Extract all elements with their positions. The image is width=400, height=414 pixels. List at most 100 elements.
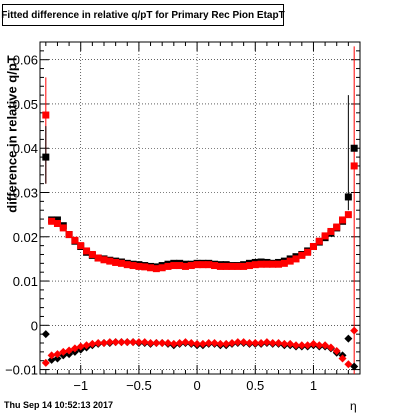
red-diamond-marker: [309, 339, 318, 348]
red-square-marker: [263, 260, 271, 268]
red-diamond-marker: [228, 339, 236, 348]
red-square-marker: [245, 262, 253, 270]
red-diamond-marker: [216, 339, 225, 348]
red-diamond-marker: [338, 354, 347, 363]
y-tick-label: −0.01: [5, 363, 38, 378]
red-square-marker: [321, 232, 329, 240]
red-square-marker: [216, 262, 224, 270]
red-diamond-marker: [262, 338, 271, 347]
red-diamond-marker: [326, 343, 335, 352]
red-square-marker: [100, 256, 108, 264]
red-diamond-marker: [297, 341, 306, 350]
red-diamond-marker: [198, 339, 207, 348]
red-square-marker: [48, 217, 56, 225]
red-square-marker: [286, 257, 294, 265]
red-square-marker: [315, 237, 323, 245]
x-tick-label: 1: [310, 378, 317, 393]
red-square-marker: [83, 247, 91, 255]
red-diamond-marker: [251, 339, 260, 348]
timestamp-footer: Thu Sep 14 10:52:13 2017: [4, 400, 114, 410]
y-tick-label: 0.04: [13, 141, 38, 156]
red-diamond-marker: [332, 346, 341, 355]
red-square-marker: [193, 261, 201, 269]
red-square-marker: [222, 262, 230, 270]
red-square-marker: [152, 265, 160, 273]
red-diamond-marker: [70, 344, 79, 353]
black-diamond-marker: [53, 354, 62, 363]
red-square-marker: [135, 262, 143, 270]
grid-lines: [40, 42, 360, 374]
red-square-marker: [327, 227, 335, 235]
chart-title: Fitted difference in relative q/pT for P…: [1, 9, 285, 21]
red-diamond-marker: [181, 338, 190, 347]
red-diamond-marker: [222, 339, 231, 348]
red-diamond-marker: [321, 341, 330, 350]
x-tick-label: −0.5: [126, 378, 152, 393]
red-square-marker: [71, 236, 79, 244]
red-diamond-marker: [292, 341, 300, 350]
red-square-marker: [251, 261, 259, 269]
red-diamond-marker: [59, 347, 68, 356]
axes-frame-rect: [39, 41, 361, 375]
black-square-marker: [344, 193, 352, 201]
y-axis-label-text: difference in relative q/pT: [4, 55, 20, 213]
red-square-marker: [106, 257, 114, 265]
red-diamond-marker: [53, 350, 62, 359]
red-square-marker: [205, 261, 213, 269]
red-square-marker: [228, 262, 236, 270]
red-diamond-marker: [239, 338, 248, 347]
x-axis-label: η: [350, 399, 357, 413]
black-square-marker: [42, 153, 50, 161]
red-square-marker: [333, 223, 341, 231]
black-square-marker: [350, 144, 358, 152]
chart-title-box: Fitted difference in relative q/pT for P…: [1, 4, 285, 26]
red-diamond-marker: [152, 339, 161, 348]
red-square-marker: [176, 262, 184, 270]
red-diamond-marker: [286, 339, 295, 348]
red-diamond-marker: [187, 339, 196, 348]
y-tick-label: 0.03: [13, 186, 38, 201]
red-diamond-marker: [193, 339, 202, 348]
red-square-marker: [94, 254, 102, 262]
red-square-marker: [129, 262, 137, 270]
red-square-marker: [350, 162, 358, 170]
red-square-marker: [240, 262, 248, 270]
red-square-marker: [211, 262, 219, 270]
red-diamond-marker: [76, 342, 85, 351]
red-diamond-marker: [82, 341, 91, 350]
y-axis-label: difference in relative q/pT: [2, 44, 22, 224]
red-square-marker: [170, 262, 178, 270]
x-tick-label: −1: [73, 378, 88, 393]
red-square-marker: [269, 260, 277, 268]
red-diamond-marker: [65, 346, 74, 355]
red-diamond-marker: [117, 338, 126, 347]
red-square-marker: [158, 264, 166, 272]
red-diamond-marker: [94, 339, 103, 348]
red-diamond-marker: [105, 338, 114, 347]
red-diamond-marker: [123, 338, 132, 347]
red-square-marker: [280, 259, 288, 267]
red-diamond-marker: [257, 339, 266, 348]
red-square-marker: [59, 224, 67, 232]
black-diamond-marker: [344, 334, 353, 343]
y-tick-label: 0.01: [13, 274, 38, 289]
red-diamond-marker: [129, 338, 138, 347]
black-diamond-marker: [350, 362, 359, 371]
red-square-marker: [181, 262, 189, 270]
red-diamond-marker: [41, 358, 50, 367]
red-diamond-marker: [268, 339, 277, 348]
red-diamond-marker: [140, 338, 149, 347]
red-diamond-marker: [169, 339, 178, 348]
red-diamond-marker: [245, 339, 254, 348]
red-square-marker: [199, 261, 207, 269]
red-square-marker: [234, 262, 242, 270]
red-square-marker: [275, 260, 283, 268]
red-diamond-marker: [350, 326, 359, 335]
red-square-marker: [53, 219, 61, 227]
red-diamond-marker: [274, 339, 283, 348]
red-diamond-marker: [164, 339, 172, 348]
red-square-marker: [309, 243, 317, 251]
red-square-marker: [257, 260, 265, 268]
black-diamond-marker: [47, 355, 56, 364]
